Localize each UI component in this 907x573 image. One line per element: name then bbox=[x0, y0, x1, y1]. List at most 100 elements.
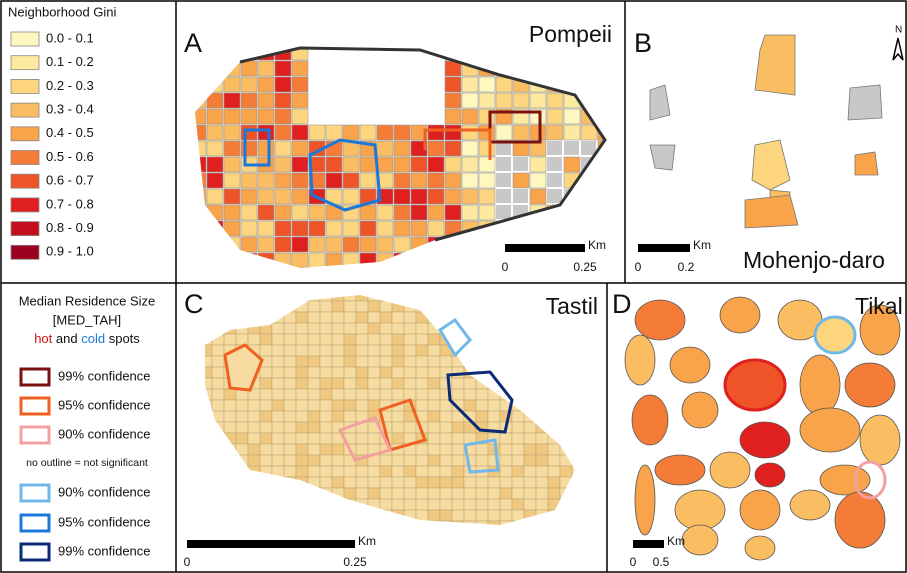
residence bbox=[224, 510, 236, 521]
residence bbox=[548, 444, 560, 455]
residence bbox=[284, 400, 296, 411]
block bbox=[207, 125, 223, 140]
residence bbox=[476, 356, 488, 367]
residence bbox=[572, 510, 584, 521]
residence bbox=[272, 433, 284, 444]
residence bbox=[572, 400, 584, 411]
block bbox=[241, 221, 257, 236]
block bbox=[598, 173, 614, 188]
residence bbox=[248, 290, 260, 301]
block bbox=[394, 269, 410, 284]
block bbox=[224, 125, 240, 140]
residence bbox=[452, 455, 464, 466]
residence bbox=[248, 301, 260, 312]
block bbox=[292, 157, 308, 172]
residence bbox=[560, 378, 572, 389]
residence bbox=[488, 521, 500, 532]
scale-end: 0.5 bbox=[653, 555, 670, 569]
legend-note: no outline = not significant bbox=[26, 457, 148, 469]
residence bbox=[404, 367, 416, 378]
residence bbox=[308, 378, 320, 389]
residence bbox=[500, 455, 512, 466]
residence bbox=[200, 488, 212, 499]
residence bbox=[524, 499, 536, 510]
residence bbox=[200, 422, 212, 433]
residence bbox=[572, 433, 584, 444]
residence bbox=[272, 356, 284, 367]
residence bbox=[464, 301, 476, 312]
residence bbox=[284, 323, 296, 334]
residence bbox=[368, 521, 380, 532]
residence bbox=[464, 378, 476, 389]
block bbox=[479, 125, 495, 140]
block bbox=[224, 109, 240, 124]
block bbox=[462, 141, 478, 156]
residence bbox=[416, 499, 428, 510]
residence bbox=[416, 389, 428, 400]
residence bbox=[536, 323, 548, 334]
residence bbox=[500, 477, 512, 488]
residence bbox=[464, 488, 476, 499]
block bbox=[258, 61, 274, 76]
block bbox=[547, 141, 562, 155]
block bbox=[479, 77, 495, 92]
block bbox=[530, 253, 546, 268]
residence bbox=[296, 378, 308, 389]
residence bbox=[344, 510, 356, 521]
residence bbox=[536, 411, 548, 422]
block bbox=[241, 269, 257, 284]
legend-label: 0.0 - 0.1 bbox=[46, 30, 94, 45]
block bbox=[445, 253, 461, 268]
residence bbox=[512, 345, 524, 356]
residence bbox=[356, 334, 368, 345]
residence bbox=[524, 488, 536, 499]
residence bbox=[308, 422, 320, 433]
block bbox=[377, 205, 393, 220]
residence bbox=[296, 400, 308, 411]
residence bbox=[320, 367, 332, 378]
residence bbox=[284, 521, 296, 532]
residence bbox=[428, 466, 440, 477]
residence bbox=[308, 444, 320, 455]
residence bbox=[428, 433, 440, 444]
residence bbox=[488, 499, 500, 510]
residence bbox=[404, 477, 416, 488]
block bbox=[360, 173, 376, 188]
residence bbox=[500, 510, 512, 521]
residence bbox=[500, 345, 512, 356]
block bbox=[275, 189, 291, 204]
group bbox=[790, 490, 830, 520]
residence bbox=[332, 389, 344, 400]
panel-letter: B bbox=[634, 28, 652, 58]
legend-label: 0.1 - 0.2 bbox=[46, 54, 94, 69]
block bbox=[190, 157, 206, 172]
block bbox=[190, 109, 206, 124]
residence bbox=[344, 290, 356, 301]
residence bbox=[476, 301, 488, 312]
block bbox=[292, 109, 308, 124]
residence bbox=[332, 488, 344, 499]
residence bbox=[200, 521, 212, 532]
residence bbox=[356, 488, 368, 499]
group bbox=[655, 455, 705, 485]
legend-label: 90% confidence bbox=[58, 426, 151, 441]
block bbox=[343, 157, 359, 172]
scale-start: 0 bbox=[502, 260, 509, 274]
residence bbox=[500, 367, 512, 378]
block bbox=[224, 61, 240, 76]
group bbox=[682, 392, 718, 428]
block bbox=[513, 189, 528, 203]
residence bbox=[308, 290, 320, 301]
residence bbox=[428, 367, 440, 378]
block bbox=[530, 269, 546, 284]
legend-outline bbox=[21, 544, 49, 560]
residence bbox=[344, 389, 356, 400]
residence bbox=[500, 433, 512, 444]
residence bbox=[260, 290, 272, 301]
residence bbox=[200, 411, 212, 422]
residence bbox=[260, 345, 272, 356]
residence bbox=[224, 477, 236, 488]
residence bbox=[320, 455, 332, 466]
residence bbox=[500, 312, 512, 323]
residence bbox=[428, 400, 440, 411]
